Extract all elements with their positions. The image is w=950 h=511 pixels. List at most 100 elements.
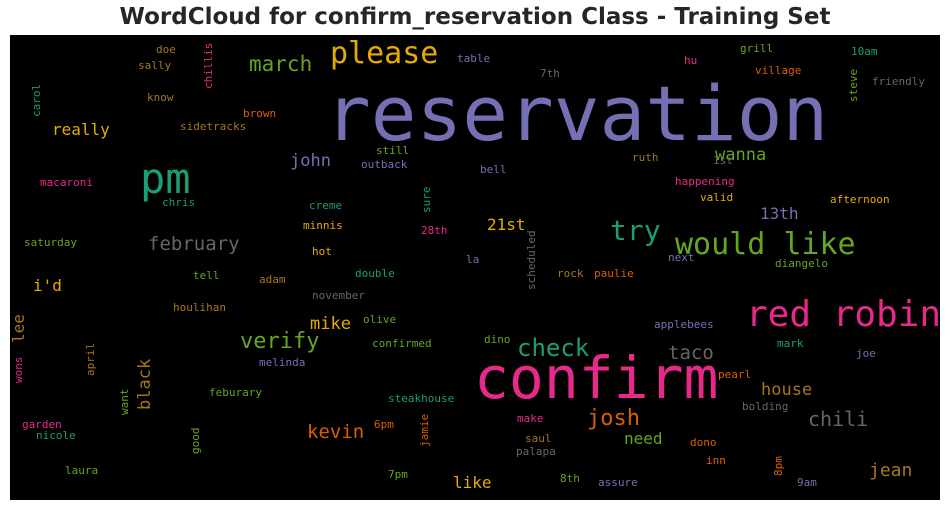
word-mike: mike xyxy=(310,314,351,334)
word-garden: garden xyxy=(22,418,62,431)
word-13th: 13th xyxy=(760,204,799,223)
word-applebees: applebees xyxy=(654,318,714,331)
word-sally: sally xyxy=(138,59,171,72)
word-creme: creme xyxy=(309,199,342,212)
word-ruth: ruth xyxy=(632,151,659,164)
wordcloud-words: reservation confirm pm red robin please would… xyxy=(9,36,941,492)
word-wanna: wanna xyxy=(715,145,766,165)
word-olive: olive xyxy=(363,313,396,326)
word-please: please xyxy=(330,36,438,71)
word-saul: saul xyxy=(525,432,552,445)
word-rock: rock xyxy=(557,267,584,280)
word-8th: 8th xyxy=(560,472,580,485)
word-hot: hot xyxy=(312,245,332,258)
word-outback: outback xyxy=(361,158,408,171)
word-sidetracks: sidetracks xyxy=(180,120,246,133)
word-scheduled: scheduled xyxy=(525,230,538,290)
word-feburary: feburary xyxy=(209,386,262,399)
word-bolding: bolding xyxy=(742,400,788,413)
word-1st: 1st xyxy=(713,154,733,167)
word-reservation: reservation xyxy=(325,69,828,158)
word-laura: laura xyxy=(65,464,98,477)
word-diangelo: diangelo xyxy=(775,257,828,270)
word-joe: joe xyxy=(856,347,876,360)
word-confirmed: confirmed xyxy=(372,337,432,350)
word-palapa: palapa xyxy=(516,445,556,458)
word-afternoon: afternoon xyxy=(830,193,890,206)
word-taco: taco xyxy=(668,342,714,364)
word-like: like xyxy=(453,473,492,492)
word-black: black xyxy=(135,359,155,410)
word-la: la xyxy=(466,253,479,266)
wordcloud-background xyxy=(10,35,940,500)
word-november: november xyxy=(312,289,365,302)
word-dino: dino xyxy=(484,333,511,346)
word-7pm: 7pm xyxy=(388,468,408,481)
word-steakhouse: steakhouse xyxy=(388,392,454,405)
word-red-robin: red robin xyxy=(746,294,941,335)
word-april: april xyxy=(84,343,97,376)
word-chillis: chillis xyxy=(202,43,215,89)
word-grill: grill xyxy=(740,42,773,55)
word-macaroni: macaroni xyxy=(40,176,93,189)
word-lee: lee xyxy=(9,314,28,343)
word-9am: 9am xyxy=(797,476,817,489)
word-nicole: nicole xyxy=(36,429,76,442)
word-bell: bell xyxy=(480,163,507,176)
word-adam: adam xyxy=(259,273,286,286)
word-valid: valid xyxy=(700,191,733,204)
word-village: village xyxy=(755,64,801,77)
word-i-d: i'd xyxy=(33,276,62,295)
word-still: still xyxy=(376,144,409,157)
word-josh: josh xyxy=(587,406,640,431)
word-pm: pm xyxy=(140,154,191,203)
word-pearl: pearl xyxy=(718,368,751,381)
word-confirm: confirm xyxy=(474,344,718,412)
word-paulie: paulie xyxy=(594,267,634,280)
chart-title: WordCloud for confirm_reservation Class … xyxy=(119,4,831,30)
word-sure: sure xyxy=(420,187,433,214)
word-would-like: would like xyxy=(675,227,856,262)
word-houlihan: houlihan xyxy=(173,301,226,314)
word-doe: doe xyxy=(156,43,176,56)
word-need: need xyxy=(624,429,663,448)
word-21st: 21st xyxy=(487,215,526,234)
word-try: try xyxy=(610,214,661,247)
word-8pm: 8pm xyxy=(772,456,785,476)
word-john: john xyxy=(290,151,331,171)
word-28th: 28th xyxy=(421,224,448,237)
word-double: double xyxy=(355,267,395,280)
word-wons: wons xyxy=(12,357,25,384)
word-good: good xyxy=(189,428,202,455)
word-next: next xyxy=(668,251,695,264)
word-carol: carol xyxy=(30,84,43,117)
word-tell: tell xyxy=(193,269,220,282)
word-make: make xyxy=(517,412,544,425)
word-minnis: minnis xyxy=(303,219,343,232)
word-jamie: jamie xyxy=(418,414,431,447)
word-assure: assure xyxy=(598,476,638,489)
word-want: want xyxy=(118,389,131,416)
word-february: february xyxy=(148,233,240,255)
word-dono: dono xyxy=(690,436,717,449)
word-know: know xyxy=(147,91,174,104)
word-check: check xyxy=(517,334,590,362)
word-really: really xyxy=(52,120,110,139)
word-jean: jean xyxy=(869,460,912,481)
word-melinda: melinda xyxy=(259,356,305,369)
word-steve: steve xyxy=(847,69,860,102)
word-kevin: kevin xyxy=(307,421,364,443)
word-10am: 10am xyxy=(851,45,878,58)
word-friendly: friendly xyxy=(872,75,925,88)
word-saturday: saturday xyxy=(24,236,77,249)
word-mark: mark xyxy=(777,337,804,350)
word-happening: happening xyxy=(675,175,735,188)
word-7th: 7th xyxy=(540,67,560,80)
word-house: house xyxy=(761,380,812,400)
word-verify: verify xyxy=(240,329,319,354)
word-brown: brown xyxy=(243,107,276,120)
word-chris: chris xyxy=(162,196,195,209)
word-chili: chili xyxy=(808,407,868,431)
word-table: table xyxy=(457,52,490,65)
